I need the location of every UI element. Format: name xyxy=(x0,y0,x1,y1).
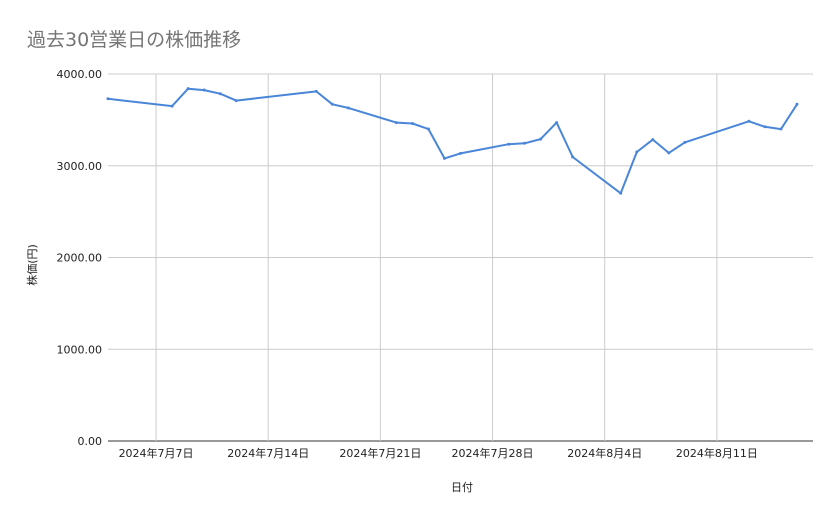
x-tick-label: 2024年8月4日 xyxy=(567,446,642,460)
data-point xyxy=(571,155,575,159)
data-point xyxy=(651,138,655,142)
data-point xyxy=(346,106,350,110)
y-tick-label: 1000.00 xyxy=(57,343,103,356)
x-tick-label: 2024年7月7日 xyxy=(119,446,194,460)
x-axis-label: 日付 xyxy=(451,481,473,494)
data-point xyxy=(683,140,687,144)
data-point xyxy=(635,150,639,154)
data-point xyxy=(442,156,446,160)
data-point xyxy=(410,122,414,126)
x-tick-label: 2024年8月11日 xyxy=(676,446,758,460)
data-point xyxy=(218,92,222,96)
data-point xyxy=(779,127,783,131)
axis-layer: 0.00 1000.00 2000.00 3000.00 4000.00 2024年7月7… xyxy=(57,68,758,460)
chart-title: 過去30営業日の株価推移 xyxy=(27,29,242,51)
data-point xyxy=(507,142,511,146)
data-point xyxy=(459,151,462,155)
data-point xyxy=(795,102,799,106)
y-axis-label: 株価(円) xyxy=(25,244,39,286)
series-line xyxy=(107,87,798,195)
data-point xyxy=(106,97,110,101)
data-point xyxy=(186,87,190,91)
data-point xyxy=(234,99,238,103)
y-tick-label: 2000.00 xyxy=(57,252,103,265)
data-point xyxy=(667,151,671,155)
data-point xyxy=(394,121,398,125)
y-tick-label: 3000.00 xyxy=(57,160,103,173)
data-point xyxy=(523,141,527,145)
y-tick-label: 4000.00 xyxy=(57,68,103,81)
data-point xyxy=(170,104,174,108)
label-layer: 日付 株価(円) xyxy=(25,244,473,494)
y-tick-label: 0.00 xyxy=(78,435,103,448)
data-point xyxy=(314,89,318,93)
data-point xyxy=(763,125,767,129)
data-point xyxy=(619,191,623,195)
data-point xyxy=(330,102,334,106)
data-point xyxy=(426,127,430,131)
data-point xyxy=(747,119,751,123)
grid-layer xyxy=(108,73,813,442)
x-tick-label: 2024年7月28日 xyxy=(452,446,534,460)
data-point xyxy=(539,137,543,141)
x-tick-label: 2024年7月14日 xyxy=(227,446,309,460)
data-point xyxy=(555,121,559,125)
series-layer xyxy=(106,87,799,195)
x-tick-label: 2024年7月21日 xyxy=(339,446,421,460)
data-point xyxy=(202,88,206,92)
